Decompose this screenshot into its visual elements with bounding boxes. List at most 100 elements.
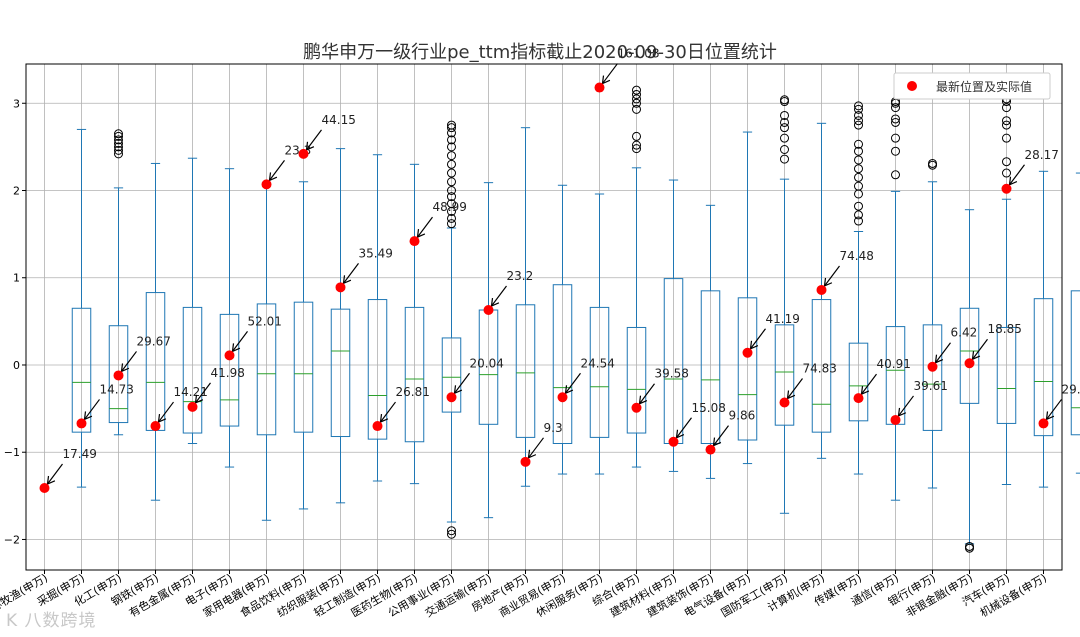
latest-5: 52.01	[224, 314, 282, 361]
outlier-point	[891, 103, 900, 113]
outlier-point	[447, 142, 456, 152]
outlier-point	[891, 170, 900, 180]
outlier-point	[632, 131, 641, 141]
watermark: K 八数跨境	[6, 611, 97, 631]
outlier-point	[1002, 120, 1011, 130]
outlier-point	[854, 181, 863, 191]
outlier-point	[854, 201, 863, 211]
iqr-box	[182, 306, 203, 434]
latest-22: 40.91	[853, 357, 911, 404]
annotation-label: 26.81	[396, 385, 430, 399]
annotation-arrow	[898, 395, 914, 417]
box-11	[441, 120, 462, 539]
box-20	[774, 95, 795, 514]
box-4	[182, 157, 203, 444]
latest-3: 14.21	[150, 385, 208, 432]
latest-point	[150, 421, 161, 432]
box-27	[1033, 170, 1054, 488]
annotation-label: 39.58	[655, 367, 689, 381]
iqr-box	[848, 342, 869, 422]
latest-13: 9.3	[520, 421, 563, 467]
annotation-arrow	[602, 63, 618, 84]
y-axis: −2 −1 0 1 2 3	[4, 97, 26, 546]
latest-point	[224, 350, 235, 361]
box-25	[959, 209, 980, 553]
outlier-point	[891, 133, 900, 143]
annotation-arrow	[84, 399, 100, 420]
iqr-box	[71, 307, 92, 433]
iqr-box	[404, 306, 425, 443]
outlier-point	[780, 110, 789, 120]
annotation-arrow	[861, 373, 877, 395]
latest-20: 74.83	[779, 361, 837, 408]
legend-marker	[907, 81, 917, 91]
latest-point	[779, 397, 790, 408]
outlier-point	[447, 159, 456, 169]
latest-point	[853, 393, 864, 404]
latest-point	[483, 305, 494, 316]
latest-1: 14.73	[76, 382, 134, 429]
latest-point	[372, 421, 383, 432]
outlier-point	[780, 123, 789, 133]
outlier-point	[447, 529, 456, 539]
legend: 最新位置及实际值	[893, 72, 1051, 100]
annotation-arrow	[491, 285, 507, 307]
outlier-point	[854, 155, 863, 165]
iqr-box	[108, 325, 129, 424]
box-22	[848, 101, 869, 475]
latest-0: 17.49	[39, 447, 97, 493]
latest-14: 24.54	[557, 356, 615, 403]
annotation-arrow	[565, 372, 581, 394]
outlier-point	[114, 142, 123, 152]
iqr-box	[330, 308, 351, 438]
latest-point	[890, 414, 901, 425]
outlier-point	[854, 172, 863, 182]
latest-point	[187, 401, 198, 412]
latest-12: 23.2	[483, 269, 533, 316]
latest-26: 28.17	[1001, 148, 1059, 194]
latest-point	[1038, 418, 1049, 429]
legend-entry: 最新位置及实际值	[936, 79, 1032, 94]
latest-19: 41.19	[742, 312, 800, 358]
latest-point	[261, 179, 272, 190]
annotation-arrow	[121, 351, 137, 372]
y-tick-label: −2	[4, 533, 20, 546]
y-tick-label: 1	[13, 272, 20, 285]
iqr-box	[367, 299, 388, 440]
outlier-point	[854, 116, 863, 126]
iqr-box	[441, 337, 462, 413]
iqr-box	[589, 306, 610, 438]
outlier-point	[447, 123, 456, 133]
annotation-arrow	[750, 328, 766, 350]
latest-2: 29.67	[113, 334, 171, 381]
annotation-arrow	[343, 262, 359, 284]
annotation-arrow	[158, 401, 174, 423]
outlier-point	[632, 144, 641, 154]
iqr-box	[1070, 290, 1080, 436]
iqr-box	[737, 297, 758, 441]
outlier-point	[780, 154, 789, 164]
y-tick-label: 0	[13, 359, 20, 372]
latest-point	[409, 236, 420, 247]
y-tick-label: −1	[4, 446, 20, 459]
latest-25: 18.85	[964, 322, 1022, 369]
iqr-box	[774, 324, 795, 426]
outlier-point	[447, 177, 456, 187]
legend-box	[893, 72, 1051, 100]
outlier-point	[780, 133, 789, 143]
annotation-arrow	[454, 372, 470, 394]
annotation-arrow	[1009, 164, 1025, 186]
annotation-label: 9.86	[729, 409, 756, 423]
latest-point	[816, 284, 827, 295]
iqr-box	[552, 284, 573, 445]
outlier-point	[447, 151, 456, 161]
box-28	[1070, 172, 1080, 474]
outlier-point	[965, 543, 974, 553]
outlier-point	[854, 101, 863, 111]
outlier-point	[1002, 157, 1011, 167]
latest-point	[446, 392, 457, 403]
latest-point	[668, 436, 679, 447]
iqr-box	[219, 313, 240, 427]
iqr-box	[959, 307, 980, 404]
latest-point	[742, 347, 753, 358]
